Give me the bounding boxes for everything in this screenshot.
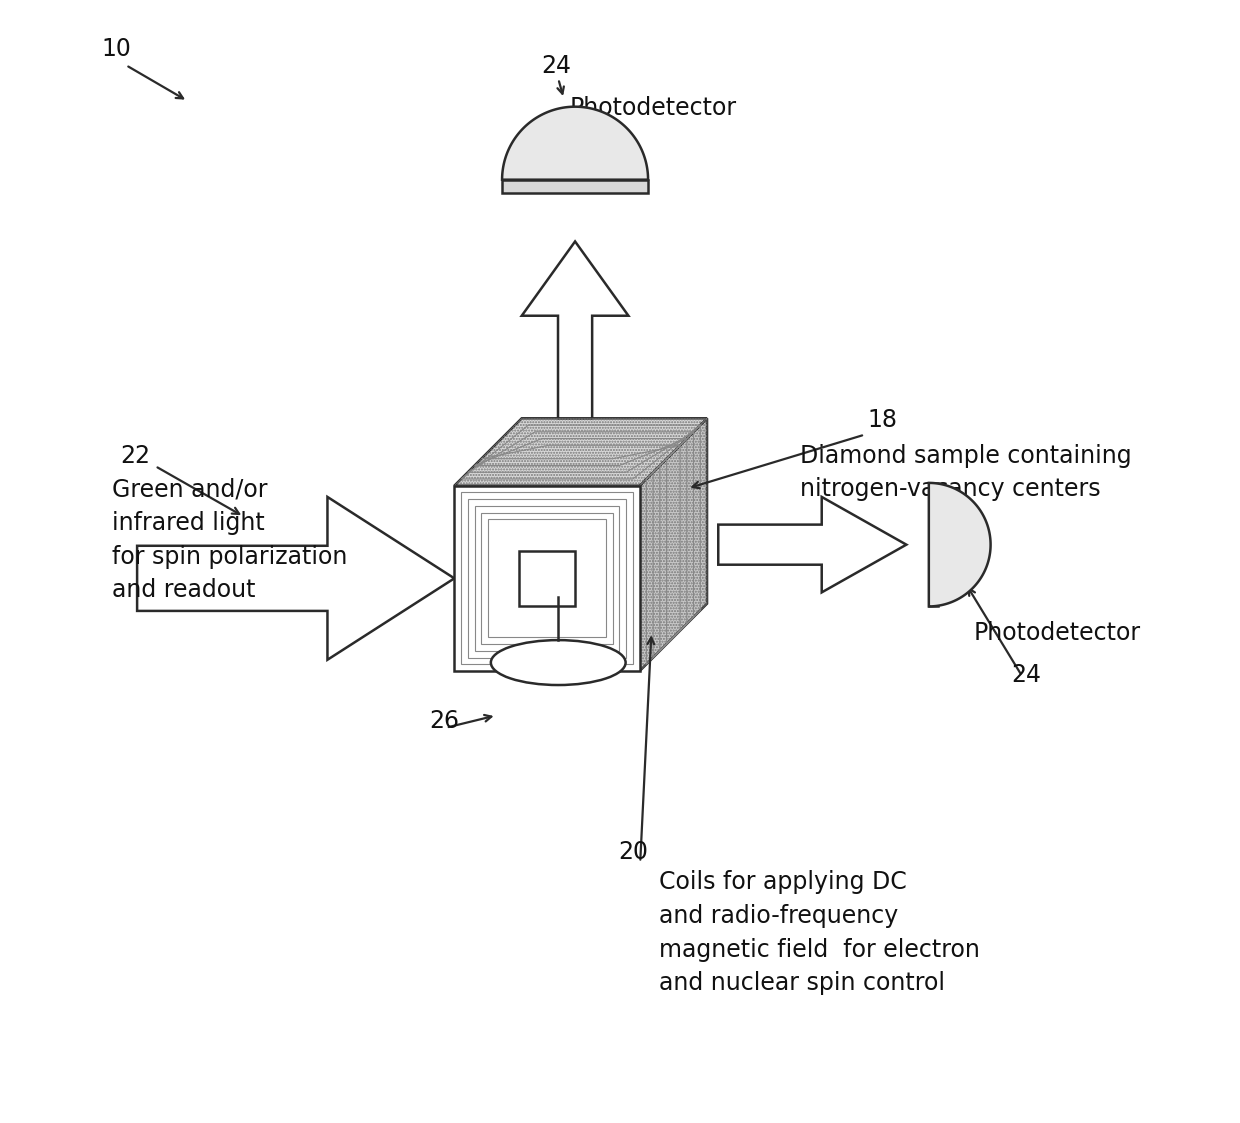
- Polygon shape: [454, 419, 707, 485]
- Text: Diamond sample containing: Diamond sample containing: [800, 444, 1131, 467]
- Polygon shape: [502, 180, 649, 193]
- Ellipse shape: [491, 640, 626, 685]
- Text: Photodetector: Photodetector: [973, 621, 1141, 645]
- Text: 10: 10: [102, 37, 131, 61]
- Text: and radio-frequency: and radio-frequency: [660, 904, 899, 928]
- Polygon shape: [522, 241, 629, 419]
- Text: and nuclear spin control: and nuclear spin control: [660, 971, 945, 995]
- Text: 24: 24: [542, 54, 572, 77]
- Polygon shape: [640, 419, 707, 672]
- Polygon shape: [718, 496, 906, 593]
- Text: 22: 22: [120, 444, 150, 467]
- Polygon shape: [502, 107, 649, 180]
- Polygon shape: [929, 483, 991, 606]
- Text: infrared light: infrared light: [113, 511, 265, 535]
- Polygon shape: [138, 496, 454, 660]
- Text: 20: 20: [618, 840, 647, 864]
- Text: Coils for applying DC: Coils for applying DC: [660, 870, 906, 894]
- Text: magnetic field  for electron: magnetic field for electron: [660, 938, 980, 961]
- Text: 26: 26: [429, 709, 459, 732]
- Text: 24: 24: [1011, 663, 1040, 686]
- Text: Photodetector: Photodetector: [569, 95, 737, 119]
- Text: nitrogen-vacancy centers: nitrogen-vacancy centers: [800, 477, 1100, 501]
- Polygon shape: [454, 485, 640, 672]
- Polygon shape: [929, 483, 939, 606]
- Polygon shape: [520, 551, 574, 606]
- Text: Green and/or: Green and/or: [113, 477, 268, 501]
- Text: and readout: and readout: [113, 578, 255, 602]
- Text: 18: 18: [867, 408, 897, 431]
- Text: for spin polarization: for spin polarization: [113, 545, 347, 568]
